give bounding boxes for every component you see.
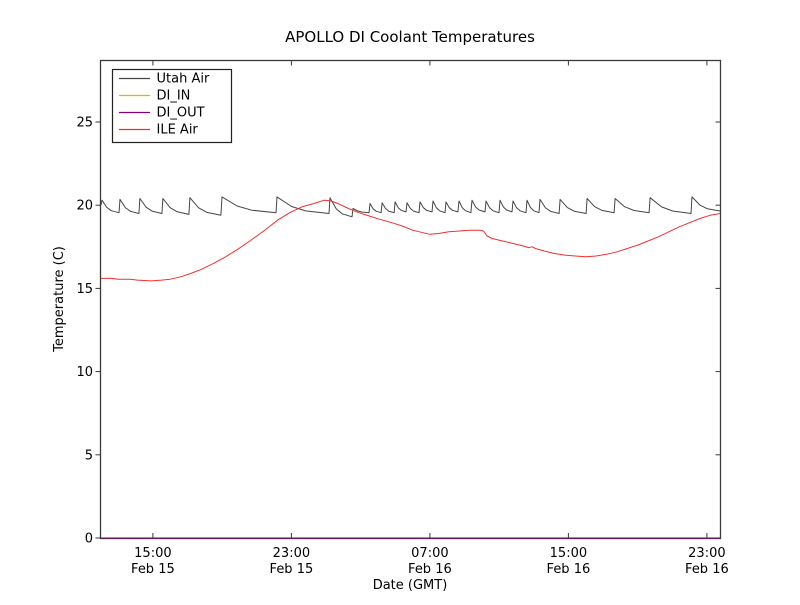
x-tick-label-date: Feb 16 xyxy=(547,562,591,577)
y-tick-label: 10 xyxy=(76,365,93,380)
x-axis-label: Date (GMT) xyxy=(373,578,448,593)
legend-item-utah-air: Utah Air xyxy=(119,72,210,87)
y-tick-label: 15 xyxy=(76,282,93,297)
x-tick-label-date: Feb 16 xyxy=(408,562,452,577)
x-tick-label-date: Feb 15 xyxy=(270,562,314,577)
legend-item-di-in: DI_IN xyxy=(119,89,190,104)
x-tick-label-time: 23:00 xyxy=(688,546,725,561)
legend-label-ile-air: ILE Air xyxy=(157,123,199,138)
legend-label-di-in: DI_IN xyxy=(157,89,191,104)
series-line-utah-air xyxy=(100,196,721,218)
x-tick-label-time: 23:00 xyxy=(273,546,310,561)
x-tick-label-date: Feb 16 xyxy=(685,562,729,577)
legend-label-di-out: DI_OUT xyxy=(157,106,205,121)
legend-item-ile-air: ILE Air xyxy=(119,123,198,138)
x-tick-label-time: 07:00 xyxy=(411,546,448,561)
x-tick-label-time: 15:00 xyxy=(134,546,171,561)
legend-box xyxy=(111,68,233,144)
y-tick-label: 5 xyxy=(85,448,93,463)
legend-item-di-out: DI_OUT xyxy=(119,106,205,121)
y-tick-label: 20 xyxy=(76,199,93,214)
x-tick-label-date: Feb 15 xyxy=(131,562,175,577)
x-tick-label-time: 15:00 xyxy=(550,546,587,561)
legend: Utah Air DI_IN DI_OUT ILE Air xyxy=(111,68,233,144)
y-tick-label: 0 xyxy=(85,532,93,547)
y-axis-label: Temperature (C) xyxy=(52,246,67,353)
chart-title: APOLLO DI Coolant Temperatures xyxy=(285,28,535,46)
legend-label-utah-air: Utah Air xyxy=(157,72,210,87)
series-line-ile-air xyxy=(101,199,721,282)
y-tick-label: 25 xyxy=(76,116,93,131)
